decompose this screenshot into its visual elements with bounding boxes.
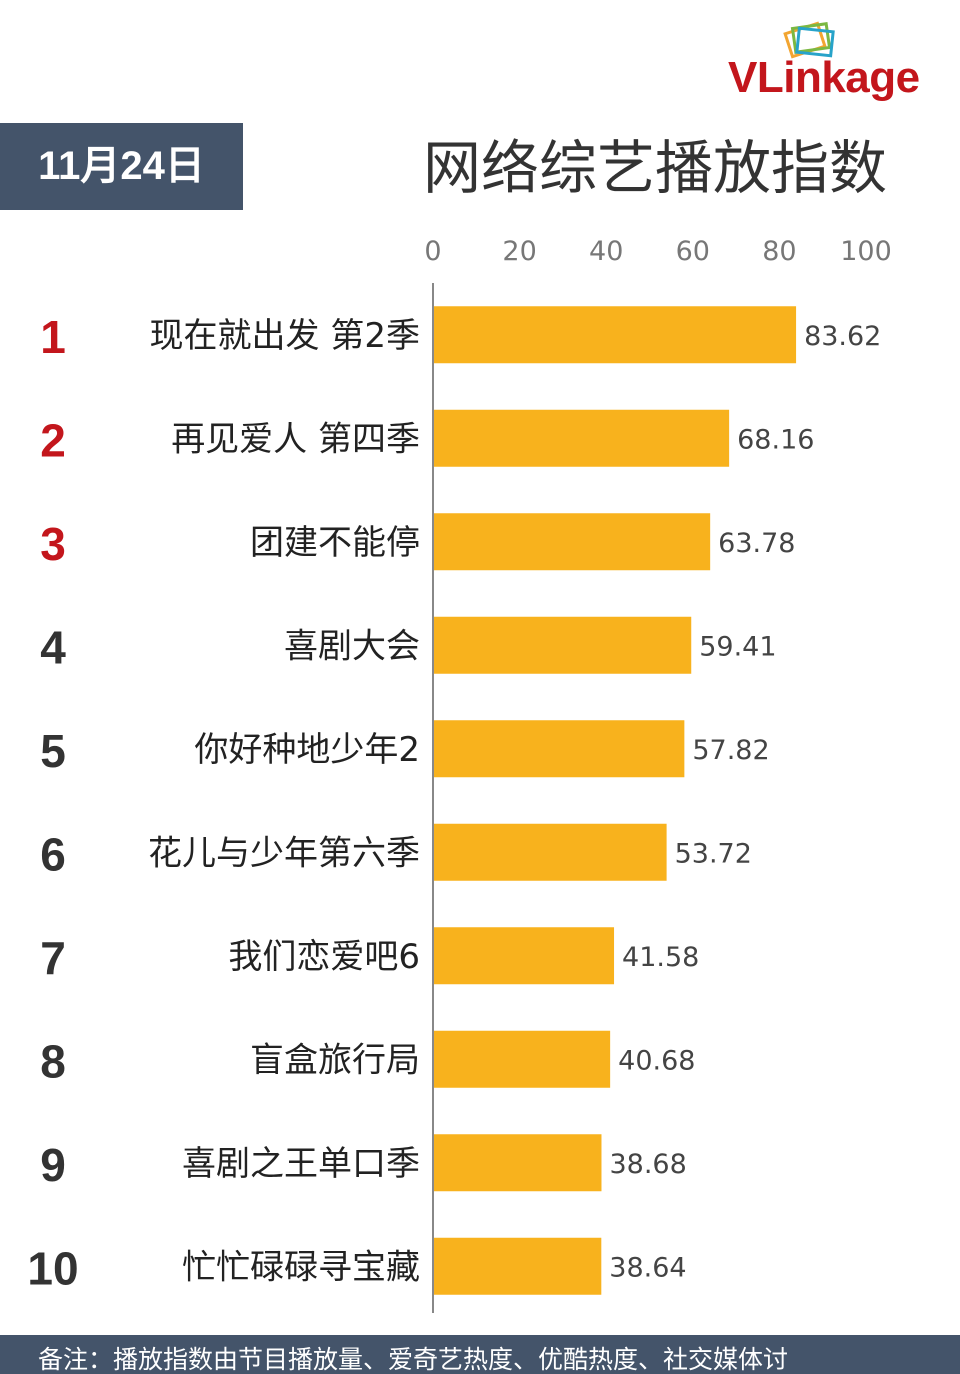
category-label: 团建不能停 bbox=[250, 523, 420, 563]
vlinkage-logo: VLinkage bbox=[728, 18, 952, 102]
x-tick-label: 60 bbox=[676, 236, 710, 267]
bar bbox=[434, 409, 730, 467]
bar bbox=[434, 1134, 602, 1192]
bar-value-label: 83.62 bbox=[804, 321, 881, 352]
x-tick-label: 20 bbox=[502, 236, 536, 267]
rank-number: 7 bbox=[40, 932, 66, 984]
date-badge: 11月24日 bbox=[0, 123, 243, 210]
bar bbox=[434, 616, 692, 674]
category-label: 盲盒旅行局 bbox=[250, 1040, 420, 1080]
logo-mark-icon bbox=[783, 21, 835, 59]
bar-value-label: 38.68 bbox=[609, 1149, 686, 1180]
rank-number: 3 bbox=[40, 518, 66, 570]
x-tick-label: 80 bbox=[762, 236, 796, 267]
bar-value-label: 59.41 bbox=[699, 631, 776, 662]
bar bbox=[434, 823, 667, 881]
rank-number: 4 bbox=[40, 621, 66, 673]
category-label: 喜剧大会 bbox=[284, 626, 420, 666]
bar-value-label: 53.72 bbox=[675, 838, 752, 869]
bar-chart: 0 20 40 60 80 100 83.62 现在就出发 第2季 1 68.16 再见爱人 第四季… bbox=[27, 236, 892, 1313]
bar bbox=[434, 1237, 602, 1295]
rank-number: 1 bbox=[40, 311, 66, 363]
rank-number: 6 bbox=[40, 828, 66, 880]
bar bbox=[434, 720, 685, 778]
category-label: 现在就出发 第2季 bbox=[150, 316, 420, 356]
category-label: 喜剧之王单口季 bbox=[182, 1144, 420, 1184]
bar-value-label: 57.82 bbox=[692, 735, 769, 766]
x-tick-label: 40 bbox=[589, 236, 623, 267]
category-label: 花儿与少年第六季 bbox=[148, 833, 420, 873]
rank-number: 10 bbox=[27, 1242, 78, 1294]
category-label: 忙忙碌碌寻宝藏 bbox=[182, 1247, 420, 1287]
logo-text: VLinkage bbox=[728, 53, 920, 102]
bar bbox=[434, 1030, 611, 1088]
x-tick-label: 0 bbox=[424, 236, 441, 267]
x-tick-label: 100 bbox=[840, 236, 892, 267]
rank-number: 2 bbox=[40, 414, 66, 466]
rank-number: 9 bbox=[40, 1139, 66, 1191]
bar-value-label: 68.16 bbox=[737, 424, 814, 455]
footer-note: 备注：播放指数由节目播放量、爱奇艺热度、优酷热度、社交媒体讨 bbox=[0, 1335, 960, 1374]
bar bbox=[434, 306, 797, 364]
bar bbox=[434, 513, 711, 571]
bar-value-label: 40.68 bbox=[618, 1045, 695, 1076]
bar bbox=[434, 927, 615, 985]
chart-title: 网络综艺播放指数 bbox=[422, 134, 887, 202]
category-label: 我们恋爱吧6 bbox=[228, 937, 420, 977]
bar-value-label: 41.58 bbox=[622, 942, 699, 973]
bar-value-label: 63.78 bbox=[718, 528, 795, 559]
bar-value-label: 38.64 bbox=[609, 1252, 686, 1283]
category-label: 再见爱人 第四季 bbox=[171, 419, 420, 459]
rank-number: 5 bbox=[40, 725, 66, 777]
category-label: 你好种地少年2 bbox=[194, 730, 420, 770]
rank-number: 8 bbox=[40, 1035, 66, 1087]
